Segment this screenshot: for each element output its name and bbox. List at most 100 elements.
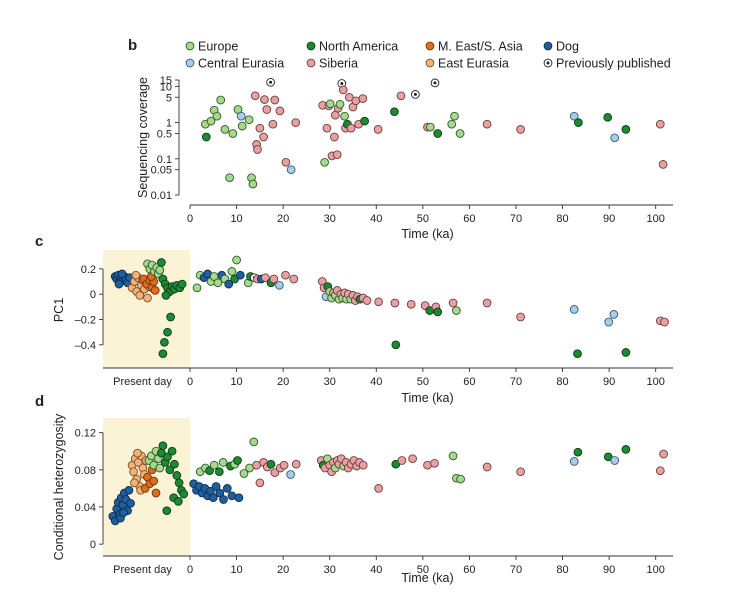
data-point <box>450 111 459 121</box>
data-point <box>155 463 165 473</box>
legend-item-europe: Europe <box>185 40 238 54</box>
data-point <box>621 125 631 134</box>
data-point <box>408 454 417 464</box>
x-tick-label: 90 <box>603 213 615 225</box>
data-point <box>275 280 284 290</box>
data-point <box>220 125 230 134</box>
data-point <box>218 458 228 467</box>
data-point-center <box>413 92 417 96</box>
data-point <box>236 111 246 121</box>
x-tick-label: 80 <box>556 213 568 225</box>
y-tick-label: 0.5 <box>157 128 172 140</box>
y-tick-label: –0.2 <box>75 314 96 326</box>
x-tick-label: 30 <box>324 213 336 225</box>
data-point <box>569 457 579 466</box>
x-tick-label: 60 <box>463 376 475 388</box>
data-point <box>346 123 356 133</box>
legend-item-previously-published: Previously published <box>543 57 671 71</box>
data-point <box>390 107 399 117</box>
data-point <box>222 484 232 493</box>
data-point <box>163 452 172 462</box>
data-point <box>227 267 237 276</box>
data-point <box>157 258 166 267</box>
data-point <box>286 470 295 479</box>
x-tick-label: 80 <box>556 564 568 576</box>
legend-item-central-eurasia: Central Eurasia <box>185 57 284 71</box>
data-point <box>330 132 339 142</box>
x-tick-label: 100 <box>647 376 665 388</box>
data-point <box>149 476 159 486</box>
y-tick-label: 10 <box>160 81 172 93</box>
data-point <box>281 270 290 280</box>
data-point <box>397 456 407 465</box>
x-tick-label: 20 <box>277 213 289 225</box>
data-point <box>286 165 296 175</box>
data-point <box>306 41 316 51</box>
data-point <box>163 327 172 337</box>
data-point <box>425 58 435 68</box>
data-point <box>358 460 368 470</box>
data-point <box>155 265 165 275</box>
data-point <box>219 495 228 504</box>
data-point <box>621 348 631 357</box>
data-point <box>275 106 285 116</box>
data-point <box>228 129 238 138</box>
x-tick-label: 70 <box>510 564 522 576</box>
data-point <box>391 340 401 350</box>
data-point-center <box>269 80 273 84</box>
data-point <box>543 41 553 51</box>
data-point-center <box>546 61 550 65</box>
data-point <box>425 41 435 51</box>
x-axis-title: Time (ka) <box>401 227 453 241</box>
data-point <box>150 286 160 295</box>
data-point <box>130 478 139 488</box>
y-tick-label: 0.1 <box>157 154 172 166</box>
data-point <box>192 283 202 293</box>
data-point <box>373 125 383 134</box>
data-point <box>340 111 349 121</box>
x-tick-label: 10 <box>230 213 242 225</box>
data-point <box>574 118 583 127</box>
data-point <box>239 469 249 478</box>
data-point <box>114 279 124 289</box>
x-tick-label: 50 <box>417 213 429 225</box>
data-point <box>215 488 225 498</box>
panel-c-pc1: 0.2 0 –0.2 –0.4 0 10 20 30 40 50 60 70 80 90 100 Presen… <box>35 233 673 405</box>
x-tick-label: 30 <box>324 564 336 576</box>
x-tick-label: 20 <box>277 376 289 388</box>
data-point <box>573 349 582 359</box>
x-tick-label: 70 <box>510 213 522 225</box>
panel-d-conditional-heterozygosity: 0 0.04 0.08 0.12 0 10 20 30 40 50 60 70 80 90 100 Prese… <box>35 393 673 585</box>
legend-label: Siberia <box>319 57 358 71</box>
data-point <box>131 270 141 280</box>
x-tick-label: 0 <box>187 376 193 388</box>
y-tick-label: 0 <box>90 289 96 301</box>
data-point <box>374 297 383 307</box>
data-point <box>255 123 265 133</box>
data-point <box>362 296 372 305</box>
legend-label: East Eurasia <box>438 57 509 71</box>
data-point <box>433 307 443 317</box>
data-point <box>360 116 369 126</box>
data-point <box>358 94 368 103</box>
data-point <box>179 489 189 499</box>
data-point <box>374 484 383 493</box>
data-point <box>335 99 345 109</box>
x-tick-label: 40 <box>370 376 382 388</box>
data-point <box>655 466 665 476</box>
data-point <box>237 121 247 131</box>
x-tick-label: 40 <box>370 213 382 225</box>
data-point <box>172 471 182 480</box>
x-tick-label: 0 <box>187 213 193 225</box>
data-point <box>174 478 184 488</box>
data-point <box>306 58 316 68</box>
data-point-center <box>340 82 344 85</box>
data-point <box>261 273 270 283</box>
data-point <box>270 95 280 105</box>
x-tick-label: 70 <box>510 376 522 388</box>
data-point <box>260 95 269 104</box>
data-point <box>433 129 443 138</box>
y-tick-label: 0 <box>90 539 96 551</box>
